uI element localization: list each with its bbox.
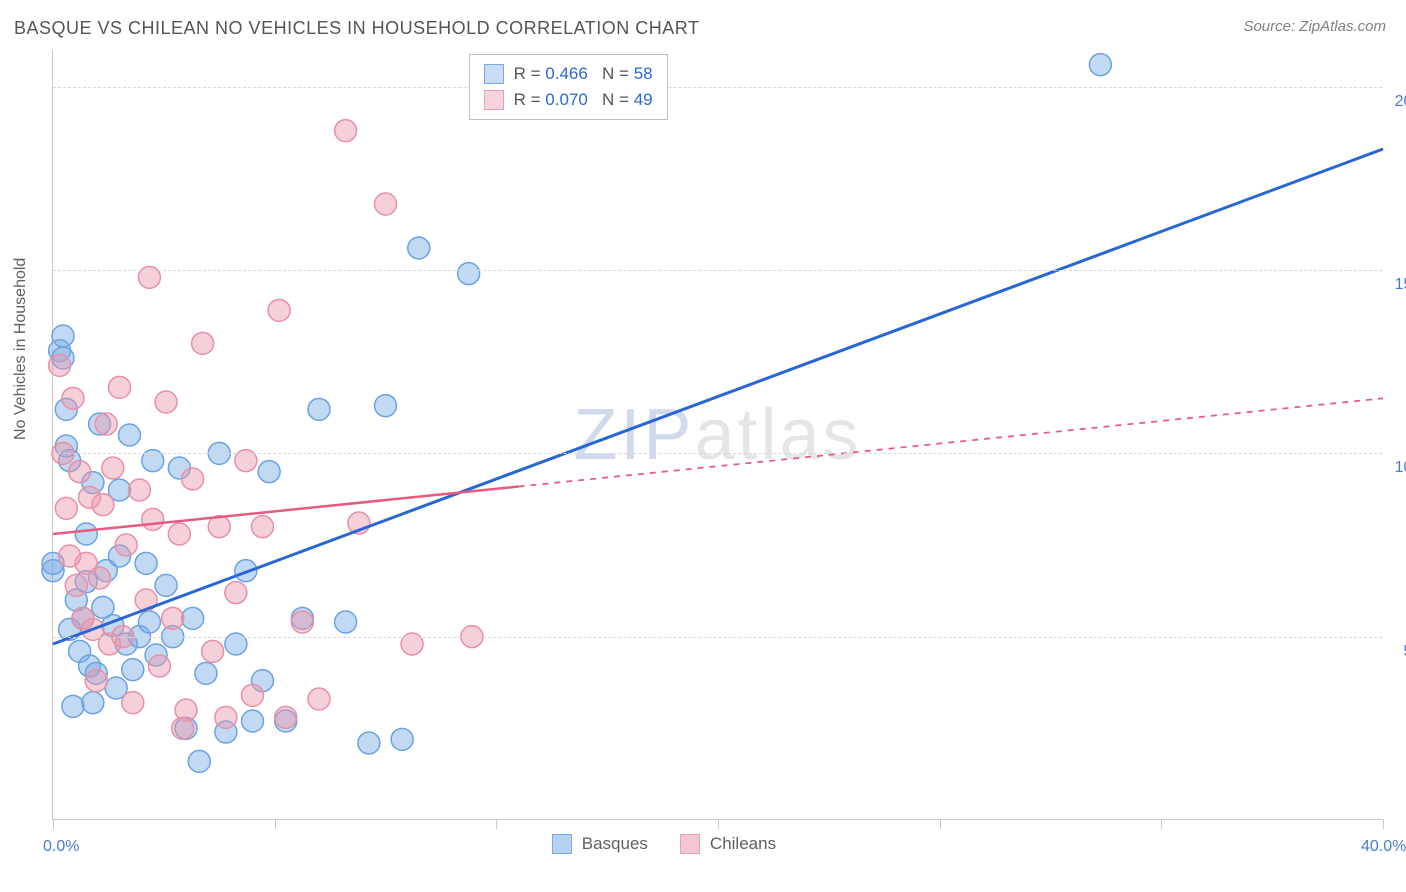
data-point bbox=[102, 457, 124, 479]
x-tick bbox=[1161, 819, 1162, 829]
plot-svg bbox=[53, 50, 1382, 819]
data-point bbox=[195, 662, 217, 684]
gridline bbox=[53, 637, 1382, 638]
data-point bbox=[308, 398, 330, 420]
data-point bbox=[375, 193, 397, 215]
data-point bbox=[188, 750, 210, 772]
data-point bbox=[52, 325, 74, 347]
data-point bbox=[128, 479, 150, 501]
data-point bbox=[275, 706, 297, 728]
data-point bbox=[458, 263, 480, 285]
x-tick bbox=[275, 819, 276, 829]
series-legend: Basques Chileans bbox=[552, 834, 798, 854]
data-point bbox=[92, 494, 114, 516]
data-point bbox=[375, 395, 397, 417]
gridline bbox=[53, 453, 1382, 454]
y-tick-label: 15.0% bbox=[1395, 276, 1406, 294]
data-point bbox=[62, 695, 84, 717]
data-point bbox=[258, 461, 280, 483]
data-point bbox=[242, 710, 264, 732]
data-point bbox=[122, 692, 144, 714]
legend-swatch bbox=[680, 834, 700, 854]
data-point bbox=[225, 582, 247, 604]
data-point bbox=[49, 354, 71, 376]
data-point bbox=[155, 574, 177, 596]
regression-line-extrapolated bbox=[519, 398, 1384, 486]
stats-text: R = 0.070 N = 49 bbox=[514, 87, 653, 113]
data-point bbox=[118, 424, 140, 446]
chart-title: BASQUE VS CHILEAN NO VEHICLES IN HOUSEHO… bbox=[14, 18, 699, 39]
data-point bbox=[59, 545, 81, 567]
legend-swatch bbox=[552, 834, 572, 854]
y-axis-label: No Vehicles in Household bbox=[12, 258, 30, 440]
data-point bbox=[268, 299, 290, 321]
data-point bbox=[291, 611, 313, 633]
source-label: Source: ZipAtlas.com bbox=[1243, 18, 1386, 35]
data-point bbox=[358, 732, 380, 754]
data-point bbox=[85, 670, 107, 692]
y-tick-label: 20.0% bbox=[1395, 93, 1406, 111]
data-point bbox=[335, 120, 357, 142]
stats-legend: R = 0.466 N = 58R = 0.070 N = 49 bbox=[469, 54, 668, 120]
data-point bbox=[335, 611, 357, 633]
data-point bbox=[242, 684, 264, 706]
gridline bbox=[53, 87, 1382, 88]
stats-text: R = 0.466 N = 58 bbox=[514, 61, 653, 87]
x-tick-label: 40.0% bbox=[1361, 838, 1406, 856]
x-tick bbox=[53, 819, 54, 829]
chart-container: BASQUE VS CHILEAN NO VEHICLES IN HOUSEHO… bbox=[0, 0, 1406, 892]
data-point bbox=[215, 706, 237, 728]
data-point bbox=[168, 523, 190, 545]
data-point bbox=[182, 607, 204, 629]
legend-label: Chileans bbox=[710, 834, 776, 854]
gridline bbox=[53, 270, 1382, 271]
legend-label: Basques bbox=[582, 834, 648, 854]
regression-line bbox=[53, 149, 1383, 644]
data-point bbox=[82, 692, 104, 714]
legend-swatch bbox=[484, 90, 504, 110]
data-point bbox=[115, 534, 137, 556]
data-point bbox=[142, 508, 164, 530]
data-point bbox=[65, 574, 87, 596]
data-point bbox=[75, 523, 97, 545]
data-point bbox=[391, 728, 413, 750]
data-point bbox=[172, 717, 194, 739]
data-point bbox=[122, 659, 144, 681]
data-point bbox=[138, 611, 160, 633]
plot-area: ZIPatlas 5.0%10.0%15.0%20.0%0.0%40.0%R =… bbox=[52, 50, 1382, 820]
data-point bbox=[135, 552, 157, 574]
x-tick bbox=[496, 819, 497, 829]
data-point bbox=[1089, 54, 1111, 76]
x-tick bbox=[718, 819, 719, 829]
x-tick bbox=[940, 819, 941, 829]
data-point bbox=[148, 655, 170, 677]
x-tick-label: 0.0% bbox=[43, 838, 79, 856]
data-point bbox=[182, 468, 204, 490]
data-point bbox=[192, 332, 214, 354]
data-point bbox=[408, 237, 430, 259]
x-tick bbox=[1383, 819, 1384, 829]
data-point bbox=[251, 516, 273, 538]
stats-legend-row: R = 0.466 N = 58 bbox=[484, 61, 653, 87]
data-point bbox=[155, 391, 177, 413]
data-point bbox=[109, 376, 131, 398]
data-point bbox=[62, 387, 84, 409]
data-point bbox=[162, 607, 184, 629]
data-point bbox=[202, 640, 224, 662]
stats-legend-row: R = 0.070 N = 49 bbox=[484, 87, 653, 113]
data-point bbox=[69, 461, 91, 483]
legend-swatch bbox=[484, 64, 504, 84]
data-point bbox=[95, 413, 117, 435]
data-point bbox=[55, 497, 77, 519]
y-tick-label: 10.0% bbox=[1395, 459, 1406, 477]
data-point bbox=[89, 567, 111, 589]
data-point bbox=[308, 688, 330, 710]
